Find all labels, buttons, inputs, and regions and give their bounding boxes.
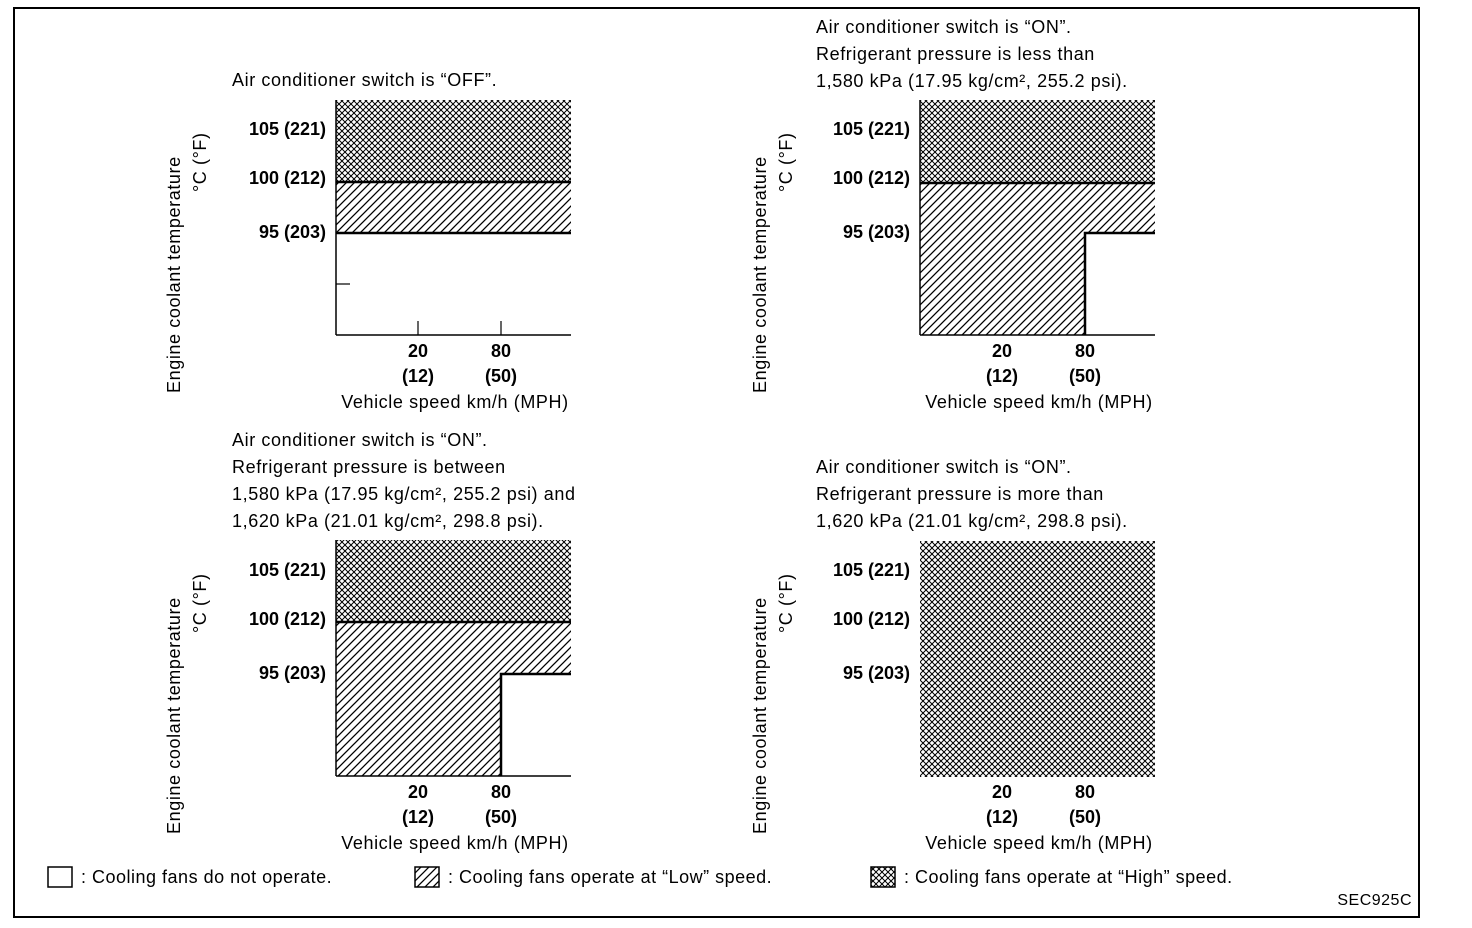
y-label-line1: Engine coolant temperature <box>164 156 184 393</box>
panel-3-plot <box>335 540 571 777</box>
legend-no-operate: : Cooling fans do not operate. <box>47 866 332 888</box>
panel-3-caption-line: Refrigerant pressure is between <box>232 457 506 477</box>
x-axis-label: Vehicle speed km/h (MPH) <box>925 833 1153 853</box>
panel-4-plot <box>920 541 1155 777</box>
y-label-line1: Engine coolant temperature <box>750 156 770 393</box>
y-tick-105: 105 (221) <box>248 119 326 139</box>
low-speed-zone <box>920 183 1155 335</box>
x-axis-label: Vehicle speed km/h (MPH) <box>341 833 569 853</box>
x-axis-label: Vehicle speed km/h (MPH) <box>925 392 1153 412</box>
x-tick-mph: (50) <box>1068 807 1101 827</box>
x-tick-label-80: 80 (50) <box>1055 339 1115 389</box>
high-speed-zone <box>920 541 1155 777</box>
panel-2-caption-line: Air conditioner switch is “ON”. <box>816 17 1072 37</box>
x-tick-label-20: 20 (12) <box>972 780 1032 830</box>
panel-3-caption-line: 1,580 kPa (17.95 kg/cm², 255.2 psi) and <box>232 484 576 504</box>
figure-id: SEC925C <box>1337 892 1412 909</box>
high-speed-zone <box>336 540 571 622</box>
x-tick-mph: (12) <box>401 807 434 827</box>
panel-4-caption: Air conditioner switch is “ON”. Refriger… <box>816 454 1128 535</box>
x-tick-mph: (12) <box>401 366 434 386</box>
low-speed-zone <box>336 182 571 233</box>
x-tick-label-80: 80 (50) <box>471 339 531 389</box>
y-tick-95: 95 (203) <box>842 663 910 683</box>
y-tick-100: 100 (212) <box>832 609 910 629</box>
panel-3-caption: Air conditioner switch is “ON”. Refriger… <box>232 427 576 535</box>
panel-1-caption: Air conditioner switch is “OFF”. <box>232 67 497 94</box>
panel-2-plot <box>919 100 1155 336</box>
y-tick-105: 105 (221) <box>832 119 910 139</box>
x-tick-mph: (50) <box>1068 366 1101 386</box>
legend-low-speed: : Cooling fans operate at “Low” speed. <box>414 866 772 888</box>
panel-3-y-label: Engine coolant temperature <box>164 597 184 834</box>
panel-4-caption-line: 1,620 kPa (21.01 kg/cm², 298.8 psi). <box>816 511 1128 531</box>
legend-swatch-cross <box>870 866 896 888</box>
y-label-line1: Engine coolant temperature <box>164 597 184 834</box>
figure-frame <box>13 7 1420 918</box>
high-speed-zone <box>920 100 1155 183</box>
panel-3-caption-line: 1,620 kPa (21.01 kg/cm², 298.8 psi). <box>232 511 544 531</box>
y-tick-100: 100 (212) <box>248 609 326 629</box>
legend-swatch-blank <box>47 866 73 888</box>
x-tick-mph: (12) <box>985 366 1018 386</box>
x-tick-label-20: 20 (12) <box>388 780 448 830</box>
legend-label: : Cooling fans do not operate. <box>81 866 333 887</box>
y-tick-95: 95 (203) <box>258 663 326 683</box>
y-tick-105: 105 (221) <box>832 560 910 580</box>
x-tick-label-20: 20 (12) <box>388 339 448 389</box>
panel-4-caption-line: Air conditioner switch is “ON”. <box>816 457 1072 477</box>
boundary-95 <box>1083 231 1155 335</box>
x-tick-label-20: 20 (12) <box>972 339 1032 389</box>
x-tick-mph: (50) <box>484 807 517 827</box>
x-tick-kmh: 80 <box>490 782 512 802</box>
x-tick-kmh: 80 <box>1074 341 1096 361</box>
panel-1-caption-line: Air conditioner switch is “OFF”. <box>232 70 498 90</box>
panel-1-y-label: Engine coolant temperature <box>164 156 184 393</box>
panel-4-y-label: Engine coolant temperature <box>750 597 770 834</box>
x-tick-kmh: 20 <box>991 782 1013 802</box>
low-speed-zone <box>336 622 571 776</box>
panel-4-caption-line: Refrigerant pressure is more than <box>816 484 1104 504</box>
x-tick-mph: (50) <box>484 366 517 386</box>
panel-1-plot <box>335 100 571 336</box>
panel-2-y-label: Engine coolant temperature <box>750 156 770 393</box>
y-label-line1: Engine coolant temperature <box>750 597 770 834</box>
y-tick-100: 100 (212) <box>248 168 326 188</box>
panel-2-caption-line: 1,580 kPa (17.95 kg/cm², 255.2 psi). <box>816 71 1128 91</box>
panel-2-caption: Air conditioner switch is “ON”. Refriger… <box>816 14 1128 95</box>
x-tick-kmh: 80 <box>490 341 512 361</box>
legend-swatch-hatch <box>414 866 440 888</box>
y-tick-95: 95 (203) <box>842 222 910 242</box>
x-tick-kmh: 20 <box>407 341 429 361</box>
panel-3-caption-line: Air conditioner switch is “ON”. <box>232 430 488 450</box>
high-speed-zone <box>336 100 571 182</box>
x-tick-mph: (12) <box>985 807 1018 827</box>
x-axis-label: Vehicle speed km/h (MPH) <box>341 392 569 412</box>
x-tick-label-80: 80 (50) <box>471 780 531 830</box>
boundary-95 <box>499 672 571 776</box>
x-tick-kmh: 80 <box>1074 782 1096 802</box>
panel-2-caption-line: Refrigerant pressure is less than <box>816 44 1095 64</box>
legend-label: : Cooling fans operate at “Low” speed. <box>448 866 773 887</box>
y-tick-95: 95 (203) <box>258 222 326 242</box>
x-tick-kmh: 20 <box>991 341 1013 361</box>
legend-label: : Cooling fans operate at “High” speed. <box>904 866 1233 887</box>
x-tick-label-80: 80 (50) <box>1055 780 1115 830</box>
y-tick-105: 105 (221) <box>248 560 326 580</box>
legend-high-speed: : Cooling fans operate at “High” speed. <box>870 866 1233 888</box>
y-tick-100: 100 (212) <box>832 168 910 188</box>
x-tick-kmh: 20 <box>407 782 429 802</box>
